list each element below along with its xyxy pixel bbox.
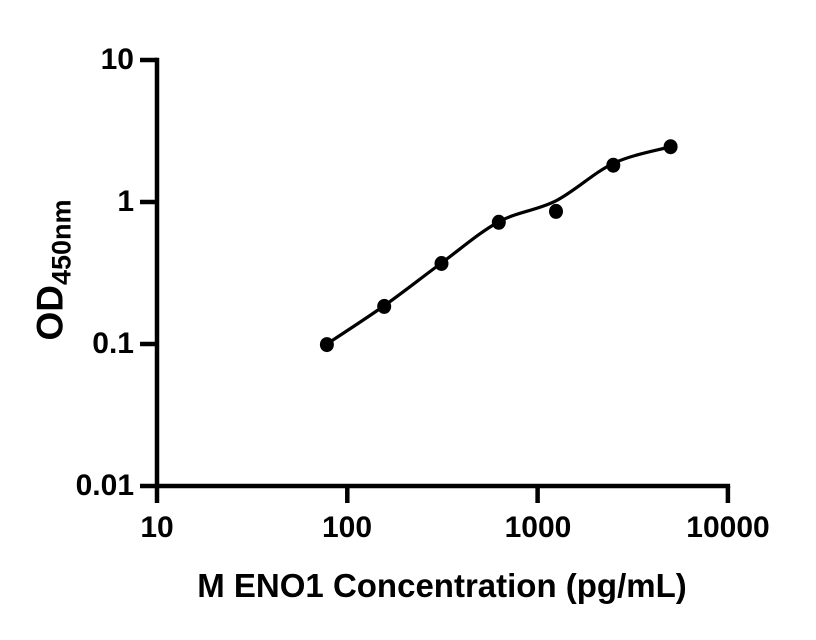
data-point-marker xyxy=(434,256,449,271)
x-tick-label-100: 100 xyxy=(321,511,373,544)
y-tick-label-10: 10 xyxy=(100,43,134,76)
y-tick-label-1: 1 xyxy=(117,185,134,218)
data-point-marker xyxy=(549,203,563,219)
data-point-marker xyxy=(377,298,392,314)
data-point-marker xyxy=(491,214,506,230)
y-axis-title: OD450nm xyxy=(28,199,83,340)
x-tick-label-1000: 1000 xyxy=(504,511,572,544)
y-tick-label-0-01: 0.01 xyxy=(75,469,134,502)
y-tick-label-0-1: 0.1 xyxy=(92,327,134,360)
data-point-marker xyxy=(606,157,621,173)
x-tick-label-10: 10 xyxy=(140,511,174,544)
fit-curve-path xyxy=(326,145,672,346)
x-tick-label-10000: 10000 xyxy=(686,511,770,544)
data-point-marker xyxy=(319,337,334,353)
x-axis-title: M ENO1 Concentration (pg/mL) xyxy=(197,567,687,604)
data-point-marker xyxy=(663,139,678,155)
